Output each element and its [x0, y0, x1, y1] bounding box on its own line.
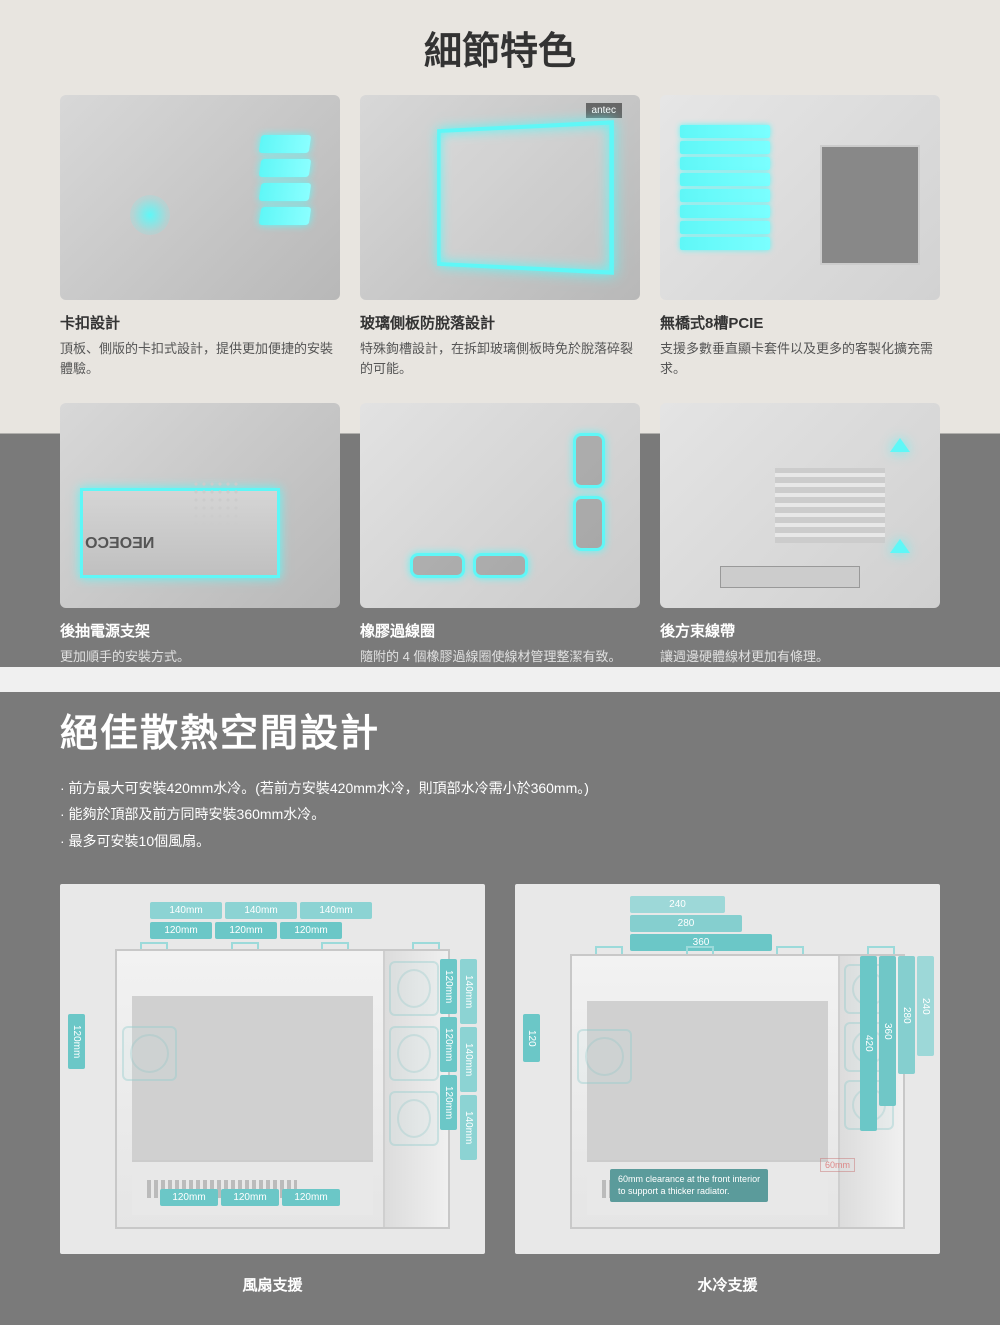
psu-shroud-icon — [132, 1160, 373, 1215]
top-rad-labels: 240 280 360 — [630, 896, 772, 951]
bottom-slot-icon — [720, 566, 860, 588]
fan-support-diagram: 140mm 140mm 140mm 120mm 120mm 120mm 120m… — [60, 884, 485, 1254]
fan-label: 120mm — [215, 922, 277, 939]
front-fan-labels: 120mm 120mm 120mm 140mm 140mm 140mm — [440, 959, 477, 1160]
fan-label: 120mm — [160, 1189, 218, 1206]
back-slots-icon — [775, 468, 885, 543]
back-cutout-icon — [820, 145, 920, 265]
case-interior-icon — [132, 996, 373, 1215]
bullet-item: · 前方最大可安裝420mm水冷。(若前方安裝420mm水冷，則頂部水冷需小於3… — [60, 775, 940, 802]
bullet-item: · 最多可安裝10個風扇。 — [60, 828, 940, 855]
cooling-section: 絕佳散熱空間設計 · 前方最大可安裝420mm水冷。(若前方安裝420mm水冷，… — [0, 692, 1000, 1325]
front-panel-icon — [383, 951, 448, 1227]
fan-label: 140mm — [300, 902, 372, 919]
clearance-dimension: 60mm — [820, 1158, 855, 1172]
feature-image-glass: antec — [360, 95, 640, 300]
feature-grid-row2: NEOECO 後抽電源支架 更加順手的安裝方式。 橡膠過線圈 隨附的 4 個橡膠… — [60, 403, 940, 667]
feature-card-tie: 後方束線帶 讓週邊硬體線材更加有條理。 — [660, 403, 940, 667]
section2-title: 絕佳散熱空間設計 — [60, 702, 940, 757]
glow-bars-icon — [260, 135, 310, 225]
feature-card-pcie: 無橋式8槽PCIE 支援多數垂直顯卡套件以及更多的客製化擴充需求。 — [660, 95, 940, 378]
feature-desc: 讓週邊硬體線材更加有條理。 — [660, 647, 940, 667]
fan-ghost-icon — [122, 1026, 177, 1081]
feature-image-psu: NEOECO — [60, 403, 340, 608]
feature-desc: 支援多數垂直顯卡套件以及更多的客製化擴充需求。 — [660, 339, 940, 378]
fan-label: 140mm — [150, 902, 222, 919]
grommet-vertical-icon — [573, 433, 605, 551]
details-section: 細節特色 卡扣設計 頂板、側版的卡扣式設計，提供更加便捷的安裝體驗。 antec… — [0, 0, 1000, 667]
rad-label: 240 — [917, 956, 934, 1056]
brand-tag: antec — [586, 103, 622, 118]
feature-title: 橡膠過線圈 — [360, 620, 640, 641]
rad-label: 280 — [630, 915, 742, 932]
feature-desc: 頂板、側版的卡扣式設計，提供更加便捷的安裝體驗。 — [60, 339, 340, 378]
grommet-horizontal-icon — [410, 553, 528, 578]
rear-rad-label: 120 — [523, 1014, 540, 1062]
clearance-note-line: to support a thicker radiator. — [618, 1186, 730, 1196]
fan-support-col: 140mm 140mm 140mm 120mm 120mm 120mm 120m… — [60, 884, 485, 1295]
clearance-note: 60mm clearance at the front interior to … — [610, 1169, 768, 1202]
fan-label: 120mm — [221, 1189, 279, 1206]
fan-ghost-icon — [577, 1029, 632, 1084]
glass-frame-icon — [437, 120, 614, 275]
psu-mesh-icon — [192, 480, 242, 530]
fan-support-caption: 風扇支援 — [60, 1274, 485, 1295]
fan-label: 120mm — [150, 922, 212, 939]
fan-label: 120mm — [280, 922, 342, 939]
fan-label: 140mm — [460, 1095, 477, 1160]
rad-label: 420 — [860, 956, 877, 1131]
clearance-note-line: 60mm clearance at the front interior — [618, 1174, 760, 1184]
fan-ghost-icon — [389, 1026, 439, 1081]
rear-fan-label: 120mm — [68, 1014, 85, 1069]
feature-card-psu: NEOECO 後抽電源支架 更加順手的安裝方式。 — [60, 403, 340, 667]
psu-tray-icon — [80, 488, 280, 578]
rad-support-col: 240 280 360 120 — [515, 884, 940, 1295]
bottom-fan-labels: 120mm 120mm 120mm — [160, 1189, 340, 1206]
bullet-item: · 能夠於頂部及前方同時安裝360mm水冷。 — [60, 801, 940, 828]
fan-label: 140mm — [225, 902, 297, 919]
feature-desc: 特殊鉤槽設計，在拆卸玻璃側板時免於脫落碎裂的可能。 — [360, 339, 640, 378]
feature-title: 玻璃側板防脫落設計 — [360, 312, 640, 333]
fan-label: 120mm — [440, 1075, 457, 1130]
feature-title: 無橋式8槽PCIE — [660, 312, 940, 333]
rad-support-diagram: 240 280 360 120 — [515, 884, 940, 1254]
feature-image-pcie — [660, 95, 940, 300]
case-outline-icon — [115, 949, 450, 1229]
feature-image-latch — [60, 95, 340, 300]
feature-card-latch: 卡扣設計 頂板、側版的卡扣式設計，提供更加便捷的安裝體驗。 — [60, 95, 340, 378]
pcie-slots-icon — [680, 125, 770, 250]
cooling-bullets: · 前方最大可安裝420mm水冷。(若前方安裝420mm水冷，則頂部水冷需小於3… — [60, 775, 940, 855]
front-rad-labels: 420 360 280 240 — [860, 956, 934, 1131]
feature-desc: 隨附的 4 個橡膠過線圈使線材管理整潔有致。 — [360, 647, 640, 667]
feature-image-tie — [660, 403, 940, 608]
feature-title: 後抽電源支架 — [60, 620, 340, 641]
fan-ghost-icon — [389, 1091, 439, 1146]
fan-label: 140mm — [460, 1027, 477, 1092]
top-fan-labels: 140mm 140mm 140mm 120mm 120mm 120mm — [150, 902, 372, 939]
fan-label: 120mm — [282, 1189, 340, 1206]
tie-triangle-icon — [890, 438, 910, 452]
feature-grid-row1: 卡扣設計 頂板、側版的卡扣式設計，提供更加便捷的安裝體驗。 antec 玻璃側板… — [60, 95, 940, 378]
feature-image-grommet — [360, 403, 640, 608]
tie-triangle-icon — [890, 539, 910, 553]
feature-desc: 更加順手的安裝方式。 — [60, 647, 340, 667]
psu-brand-label: NEOECO — [85, 535, 154, 553]
feature-card-glass: antec 玻璃側板防脫落設計 特殊鉤槽設計，在拆卸玻璃側板時免於脫落碎裂的可能… — [360, 95, 640, 378]
support-diagrams: 140mm 140mm 140mm 120mm 120mm 120mm 120m… — [60, 884, 940, 1295]
glow-accent-icon — [130, 195, 170, 235]
rad-support-caption: 水冷支援 — [515, 1274, 940, 1295]
feature-title: 卡扣設計 — [60, 312, 340, 333]
fan-label: 120mm — [440, 959, 457, 1014]
rad-label: 280 — [898, 956, 915, 1074]
top-bracket-icon — [595, 946, 895, 954]
fan-label: 140mm — [460, 959, 477, 1024]
rad-label: 240 — [630, 896, 725, 913]
feature-title: 後方束線帶 — [660, 620, 940, 641]
fan-label: 120mm — [440, 1017, 457, 1072]
feature-card-grommet: 橡膠過線圈 隨附的 4 個橡膠過線圈使線材管理整潔有致。 — [360, 403, 640, 667]
fan-ghost-icon — [389, 961, 439, 1016]
section1-title: 細節特色 — [60, 20, 940, 75]
rad-label: 360 — [879, 956, 896, 1106]
